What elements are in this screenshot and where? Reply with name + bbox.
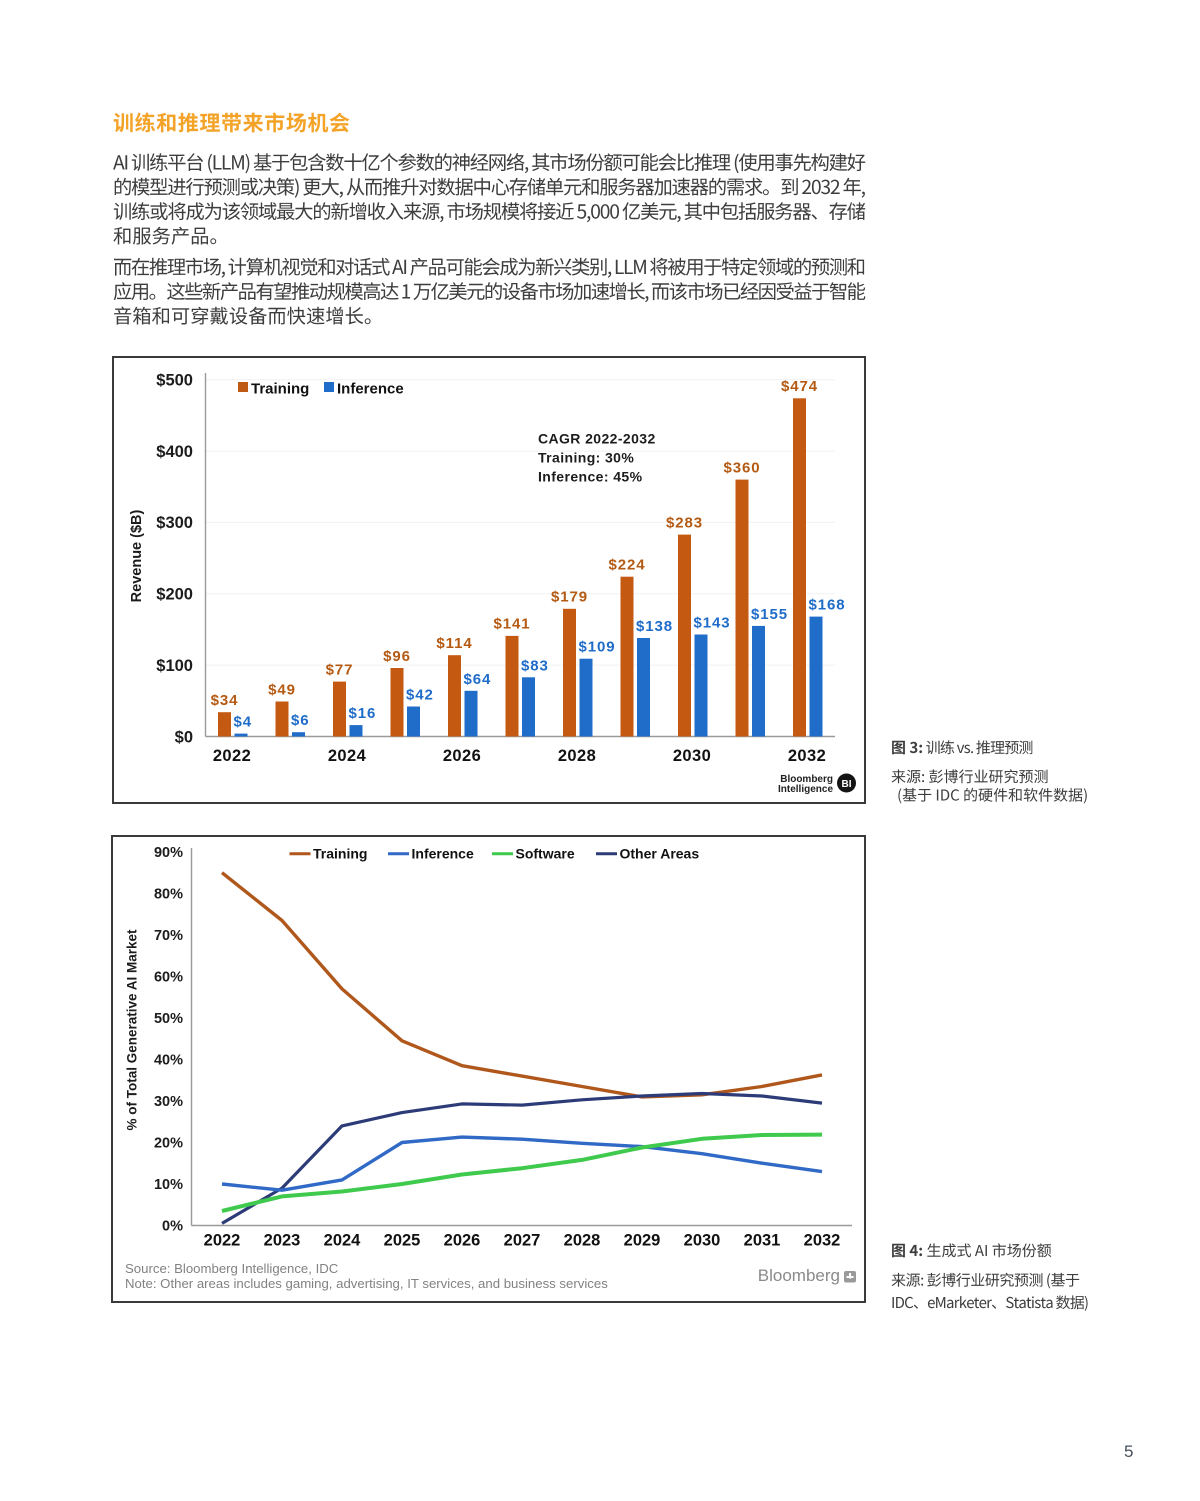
svg-text:2028: 2028 [564,1232,601,1250]
svg-text:$400: $400 [156,443,193,461]
svg-text:$179: $179 [551,589,588,606]
svg-text:20%: 20% [154,1136,183,1152]
svg-text:$64: $64 [464,671,492,688]
svg-text:2025: 2025 [384,1232,421,1250]
svg-text:BI: BI [842,779,852,790]
svg-text:$77: $77 [326,661,354,678]
svg-text:$83: $83 [521,657,549,674]
svg-text:$0: $0 [175,728,193,746]
svg-text:2027: 2027 [504,1232,541,1250]
svg-text:$96: $96 [383,648,411,665]
svg-text:2032: 2032 [804,1232,841,1250]
svg-text:2022: 2022 [213,747,251,765]
svg-text:60%: 60% [154,970,183,986]
svg-text:$4: $4 [234,714,253,731]
svg-text:$360: $360 [724,459,761,476]
svg-text:$474: $474 [781,378,818,395]
svg-text:2024: 2024 [328,747,367,765]
svg-text:$200: $200 [156,586,193,604]
svg-text:2031: 2031 [744,1232,781,1250]
svg-text:30%: 30% [154,1094,183,1110]
svg-text:2026: 2026 [444,1232,481,1250]
svg-text:2026: 2026 [443,747,481,765]
svg-text:% of Total Generative AI Marke: % of Total Generative AI Market [125,929,140,1131]
svg-text:$155: $155 [751,606,788,623]
svg-text:2023: 2023 [264,1232,301,1250]
svg-text:90%: 90% [154,845,183,861]
svg-text:Inference: Inference [412,846,474,862]
svg-text:$109: $109 [579,639,616,656]
svg-text:$224: $224 [609,557,646,574]
svg-text:Inference: Inference [337,381,404,398]
svg-text:2024: 2024 [324,1232,362,1250]
svg-text:$283: $283 [666,514,703,531]
svg-text:80%: 80% [154,887,183,903]
svg-text:$42: $42 [406,687,434,704]
svg-text:Intelligence: Intelligence [778,784,833,795]
svg-text:Training: 30%: Training: 30% [538,450,634,466]
svg-text:Bloomberg: Bloomberg [758,1266,840,1285]
svg-text:Software: Software [516,846,575,862]
svg-text:$16: $16 [349,705,377,722]
svg-text:$34: $34 [211,692,239,709]
svg-text:$300: $300 [156,514,193,532]
svg-text:Other Areas: Other Areas [620,846,700,862]
svg-text:$49: $49 [268,681,296,698]
svg-text:40%: 40% [154,1053,183,1069]
svg-text:Inference: 45%: Inference: 45% [538,469,643,485]
svg-text:2030: 2030 [684,1232,721,1250]
svg-text:Revenue ($B): Revenue ($B) [129,510,145,603]
svg-text:$114: $114 [436,635,472,652]
svg-text:2022: 2022 [204,1232,241,1250]
svg-text:$141: $141 [494,616,531,633]
svg-text:Note: Other areas includes gam: Note: Other areas includes gaming, adver… [125,1276,608,1291]
svg-text:Training: Training [313,846,367,862]
svg-text:0%: 0% [162,1219,183,1235]
svg-text:10%: 10% [154,1177,183,1193]
svg-text:$500: $500 [156,372,193,390]
svg-text:$168: $168 [809,597,846,614]
svg-text:2032: 2032 [788,747,826,765]
svg-text:$143: $143 [694,615,731,632]
svg-text:$100: $100 [156,657,193,675]
svg-text:$138: $138 [636,618,673,635]
svg-text:CAGR 2022-2032: CAGR 2022-2032 [538,431,656,447]
svg-text:$6: $6 [291,712,310,729]
svg-text:Bloomberg: Bloomberg [780,774,833,785]
svg-text:2029: 2029 [624,1232,661,1250]
svg-text:70%: 70% [154,928,183,944]
svg-text:2030: 2030 [673,747,711,765]
svg-text:Source: Bloomberg Intelligence: Source: Bloomberg Intelligence, IDC [125,1261,339,1276]
svg-text:2028: 2028 [558,747,596,765]
svg-text:Training: Training [251,381,309,398]
svg-text:50%: 50% [154,1011,183,1027]
